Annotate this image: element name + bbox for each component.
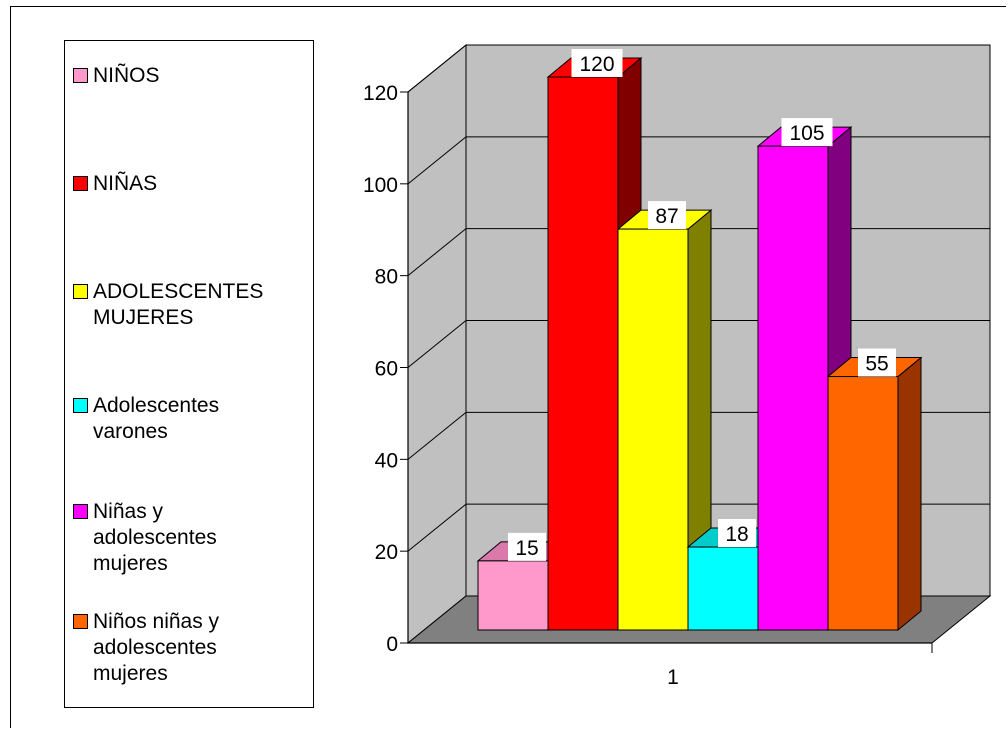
legend: NIÑOS NIÑAS ADOLESCENTES MUJERES Adolesc… <box>64 40 314 708</box>
gridline-side-120 <box>407 44 467 93</box>
data-label-bg-2 <box>648 201 686 230</box>
bar-0-front <box>477 560 549 631</box>
data-label-bg-3 <box>718 519 756 548</box>
data-label-text-0: 15 <box>515 537 538 560</box>
legend-item-ninas: NIÑAS <box>73 171 313 197</box>
legend-item-adolescentes-mujeres: ADOLESCENTES MUJERES <box>73 279 313 331</box>
data-label-text-5: 55 <box>865 353 888 376</box>
data-label-5: 55 <box>858 348 896 377</box>
legend-label-ninas-adolescentes: Niñas y adolescentes mujeres <box>93 500 217 575</box>
data-label-text-1: 120 <box>579 53 614 76</box>
y-tick-label-40: 40 <box>375 449 398 472</box>
data-labels: 15 120 87 18 105 55 <box>508 49 896 561</box>
bar-5-front <box>827 376 899 631</box>
data-label-2: 87 <box>648 201 686 230</box>
chart-frame <box>10 6 1006 728</box>
data-label-bg-0 <box>508 532 546 561</box>
data-label-3: 18 <box>718 519 756 548</box>
legend-label-ninos: NIÑOS <box>93 64 160 87</box>
legend-swatch-ninos-ninas-adolescentes <box>73 614 88 629</box>
legend-swatch-adolescentes-varones <box>73 398 88 413</box>
gridline-side-100 <box>407 136 467 185</box>
axes <box>400 91 933 653</box>
y-tick-label-80: 80 <box>375 266 398 289</box>
bar-5-side <box>897 356 922 632</box>
x-tick-label: 1 <box>667 666 679 689</box>
data-label-bg-1 <box>571 49 623 77</box>
legend-label-ninos-ninas-adolescentes: Niños niñas y adolescentes mujeres <box>93 610 220 685</box>
legend-label-adolescentes-mujeres: ADOLESCENTES MUJERES <box>93 280 264 329</box>
data-label-text-4: 105 <box>789 122 824 145</box>
data-label-text-3: 18 <box>725 523 748 546</box>
legend-swatch-ninas-adolescentes <box>73 504 88 519</box>
gridline-side-20 <box>407 503 467 552</box>
data-label-bg-4 <box>781 118 833 147</box>
y-tick-label-0: 0 <box>386 633 398 656</box>
gridline-side-60 <box>407 320 467 368</box>
y-tick-labels: 0 20 40 60 80 100 120 <box>363 82 398 656</box>
bar-1-front <box>547 76 619 631</box>
legend-label-adolescentes-varones: Adolescentes varones <box>93 394 220 443</box>
data-label-1: 120 <box>571 49 623 77</box>
data-label-0: 15 <box>508 532 546 561</box>
data-label-text-2: 87 <box>655 205 678 228</box>
legend-label-ninas: NIÑAS <box>93 172 158 195</box>
bar-4-front <box>757 145 829 631</box>
legend-item-ninos-ninas-adolescentes: Niños niñas y adolescentes mujeres <box>73 609 263 687</box>
bar-2-front <box>617 228 689 631</box>
bar-3-front <box>687 546 759 631</box>
legend-swatch-adolescentes-mujeres <box>73 284 88 299</box>
y-tick-label-60: 60 <box>375 358 398 381</box>
data-label-bg-5 <box>858 348 896 377</box>
legend-swatch-ninos <box>73 68 88 83</box>
legend-item-ninas-adolescentes: Niñas y adolescentes mujeres <box>73 499 263 577</box>
y-tick-label-100: 100 <box>363 174 398 197</box>
legend-item-ninos: NIÑOS <box>73 63 313 89</box>
gridline-side-80 <box>407 228 467 277</box>
gridline-side-40 <box>407 411 467 460</box>
y-tick-label-20: 20 <box>375 541 398 564</box>
legend-item-adolescentes-varones: Adolescentes varones <box>73 393 263 445</box>
data-label-4: 105 <box>781 118 833 147</box>
y-tick-label-120: 120 <box>363 82 398 105</box>
bars <box>476 56 923 632</box>
legend-swatch-ninas <box>73 176 88 191</box>
